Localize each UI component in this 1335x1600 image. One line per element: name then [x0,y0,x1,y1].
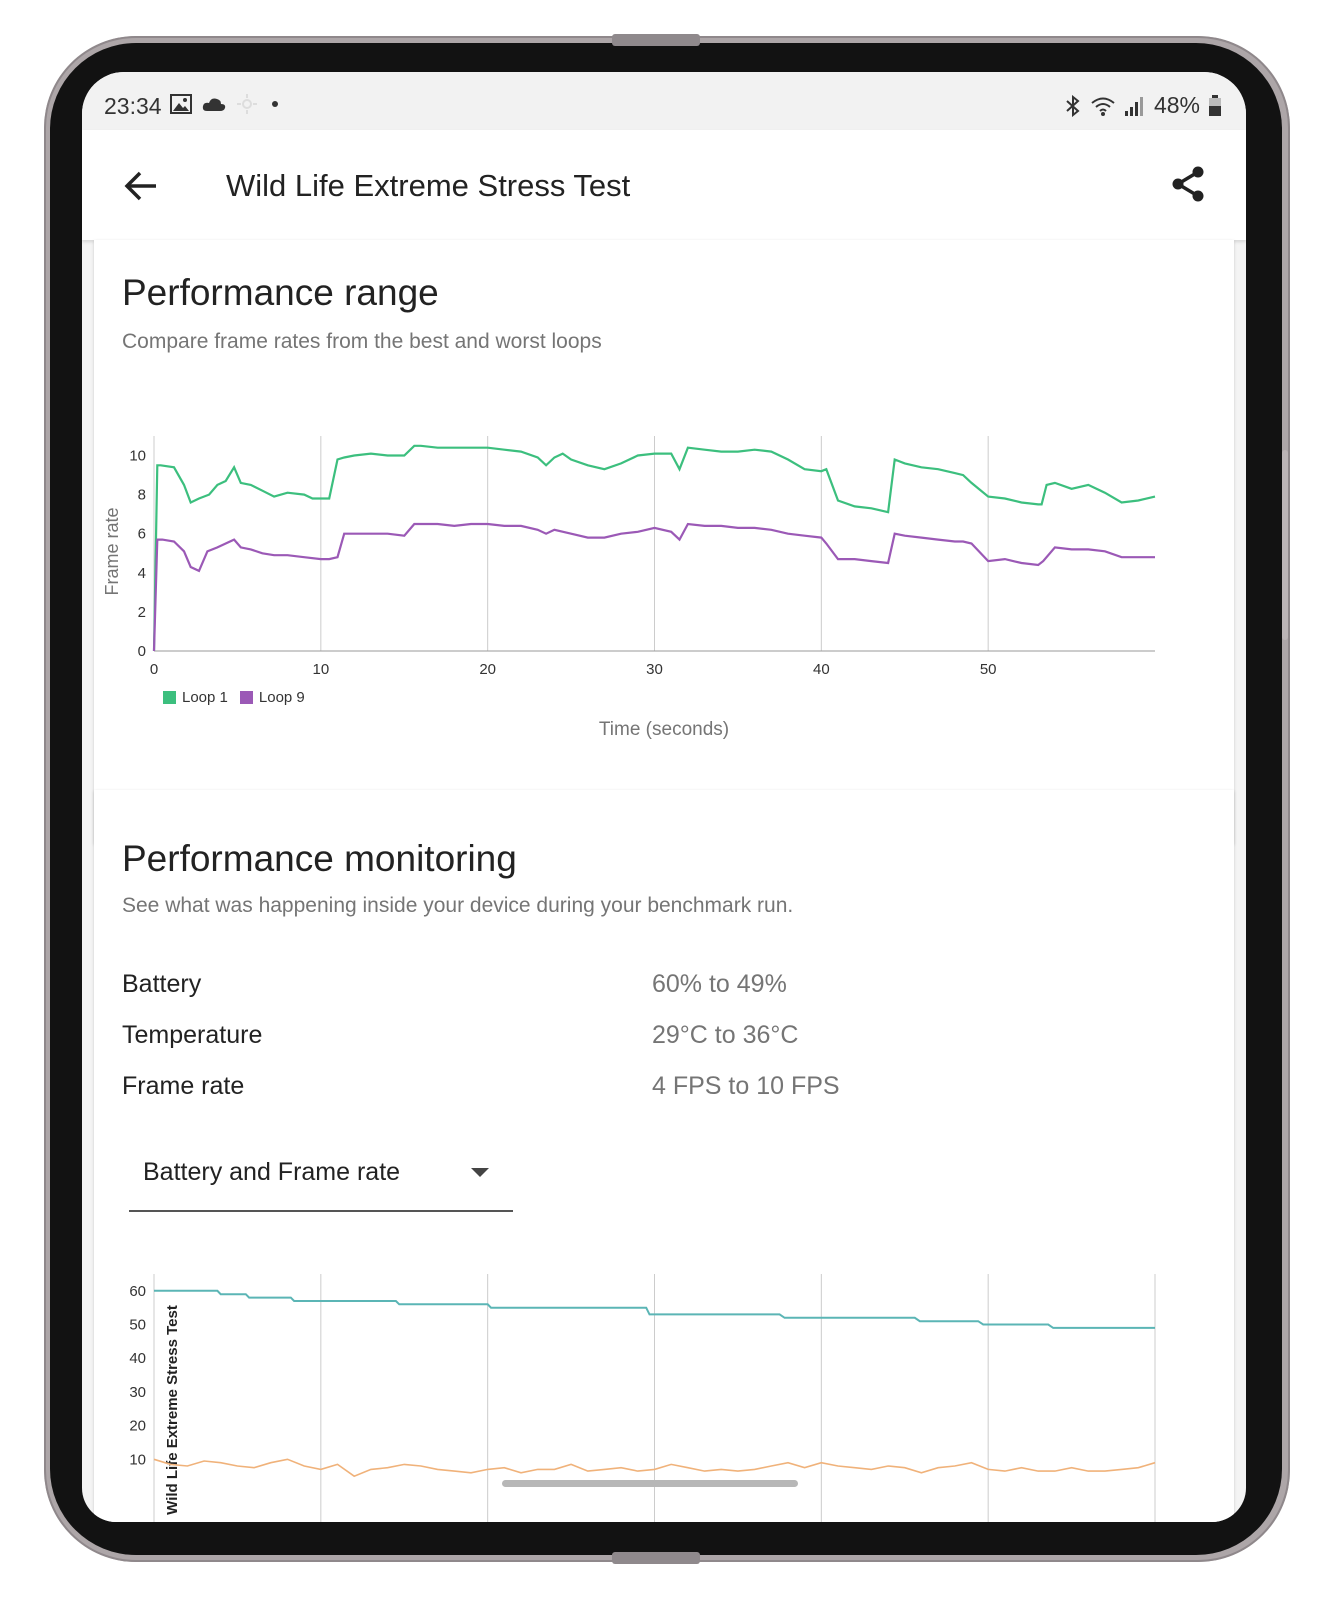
battery-frame-rate-chart: 10 20 30 40 50 60 Wild Life Extreme Stress Tes… [129,1274,1156,1522]
performance-monitoring-subtitle: See what was happening inside your devic… [122,894,794,917]
x-tick-label: 40 [813,661,830,678]
y-axis-title: Wild Life Extreme Stress Test [164,1305,181,1515]
hinge-bottom [612,1552,700,1564]
dropdown-arrow-icon [471,1168,489,1177]
home-indicator[interactable] [502,1480,798,1487]
legend-label-loop9: Loop 9 [258,689,305,706]
performance-range-title: Performance range [122,272,439,313]
side-button[interactable] [1282,450,1288,640]
status-right: 48% [1064,92,1222,119]
metric-label: Frame rate [122,1072,245,1100]
battery-percent: 48% [1153,92,1200,118]
dot-icon [272,101,278,107]
y-tick-label: 10 [129,1451,146,1468]
dropdown-selected-value: Battery and Frame rate [143,1158,401,1186]
performance-range-card: Performance range Compare frame rates fr… [94,240,1234,844]
legend-label-loop1: Loop 1 [182,689,228,706]
share-button[interactable] [1166,162,1210,206]
metric-row-battery: Battery 60% to 49% [122,970,1222,1021]
signal-icon [1124,96,1143,116]
notification-icons [170,92,282,116]
wifi-icon [1091,97,1115,116]
metric-row-temperature: Temperature 29°C to 36°C [122,1021,1222,1072]
y-tick-label: 2 [138,604,146,621]
x-axis-title: Time (seconds) [598,719,730,740]
status-time: 23:34 [104,93,162,119]
metric-value: 29°C to 36°C [652,1021,799,1049]
weather-icon [237,94,257,114]
cloud-icon [202,98,226,111]
series-line-frame-rate [153,1458,1156,1478]
hinge-top [612,34,700,46]
legend-swatch-loop9 [239,691,253,704]
series-line-battery [154,1289,1155,1329]
x-tick-label: 10 [312,661,329,678]
performance-monitoring-card: Performance monitoring See what was happ… [94,790,1234,1522]
app-bar: Wild Life Extreme Stress Test [82,130,1246,240]
series-line-loop9 [152,522,1155,652]
performance-range-subtitle: Compare frame rates from the best and wo… [122,330,602,353]
y-tick-label: 4 [138,565,146,582]
metric-value: 4 FPS to 10 FPS [652,1072,840,1100]
y-tick-label: 50 [129,1317,146,1334]
metric-label: Temperature [122,1021,263,1049]
y-tick-label: 30 [129,1384,146,1401]
page-title: Wild Life Extreme Stress Test [226,168,631,203]
frame-rate-chart: 0 10 20 30 40 50 0 2 4 6 8 10 Frame rate [102,436,1156,678]
bluetooth-icon [1066,94,1080,117]
metric-label: Battery [122,970,202,998]
y-tick-label: 60 [129,1283,146,1300]
status-bar: 23:34 [82,72,1246,130]
y-tick-label: 8 [138,487,146,504]
screen: 23:34 [82,72,1246,1522]
x-tick-label: 30 [646,661,663,678]
y-tick-label: 40 [129,1350,146,1367]
metrics-list: Battery 60% to 49% Temperature 29°C to 3… [122,970,1222,1123]
y-tick-label: 20 [129,1418,146,1435]
share-icon [1172,166,1204,202]
metric-row-frame-rate: Frame rate 4 FPS to 10 FPS [122,1072,1222,1123]
chart-legend: Loop 1 Loop 9 [163,689,305,706]
y-tick-label: 0 [138,643,146,660]
battery-icon [1209,94,1221,116]
chart-type-dropdown[interactable]: Battery and Frame rate [129,1144,513,1212]
arrow-left-icon [124,171,156,201]
y-axis-title: Frame rate [102,507,122,595]
y-tick-label: 10 [129,448,146,465]
x-tick-label: 20 [479,661,496,678]
series-line-loop1 [152,444,1156,652]
back-button[interactable] [120,164,164,208]
x-tick-label: 50 [980,661,997,678]
y-tick-label: 6 [138,526,146,543]
x-tick-label: 0 [150,661,158,678]
performance-monitoring-title: Performance monitoring [122,838,517,879]
metric-value: 60% to 49% [652,970,787,998]
legend-swatch-loop1 [163,691,176,704]
image-icon [170,94,192,114]
